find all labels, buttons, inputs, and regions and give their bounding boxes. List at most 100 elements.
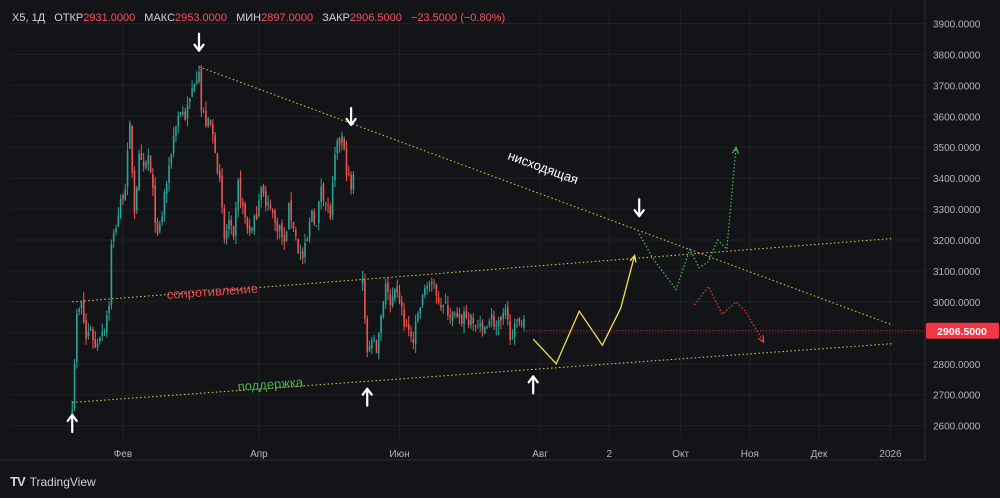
candle-body (221, 175, 223, 208)
candle-body (513, 323, 516, 337)
candle-body (324, 203, 327, 205)
candle-body (223, 208, 226, 240)
price-tick-label: 2600.0000 (933, 422, 981, 433)
candle-body (228, 219, 230, 230)
candle-body (352, 174, 355, 190)
candle-body (99, 337, 101, 342)
open-value: 2931.0000 (83, 12, 136, 24)
candle-body (283, 235, 286, 243)
forecast-path-bull-forecast (638, 147, 737, 291)
candle-body (368, 345, 371, 351)
candle-body (387, 282, 389, 293)
candle-body (343, 138, 346, 149)
candle-body (87, 331, 90, 337)
candle-body (156, 221, 159, 234)
candle-body (76, 313, 78, 363)
candle-body (308, 221, 311, 238)
candle-body (504, 308, 507, 315)
candle-body (490, 314, 493, 320)
candle-body (115, 228, 117, 233)
candle-body (142, 161, 145, 167)
symbol-label[interactable]: X5, 1Д (12, 12, 46, 24)
candle-body (232, 226, 235, 237)
candle-body (108, 305, 110, 313)
candle-body (345, 148, 348, 176)
candle-body (417, 313, 419, 321)
marker-arrow-up-icon (66, 413, 78, 434)
candle-body (186, 104, 189, 118)
last-price-badge (926, 322, 999, 339)
candle-body (318, 201, 320, 224)
last-price-badge-label: 2906.5000 (937, 326, 987, 338)
candle-body (212, 123, 214, 135)
candle-body (401, 301, 403, 307)
candle-body (424, 287, 426, 296)
candle-body (366, 318, 369, 352)
ohlc-header: X5, 1Д ОТКР2931.0000 МАКС2953.0000 МИН28… (12, 12, 505, 24)
candle-body (481, 321, 484, 331)
candle-body (78, 309, 80, 312)
candle-body (384, 284, 387, 304)
candle-body (377, 333, 380, 354)
candle-body (474, 325, 477, 327)
candle-body (327, 205, 329, 207)
candle-body (364, 279, 366, 319)
candle-body (391, 296, 394, 306)
candle-body (507, 307, 509, 320)
candle-body (518, 318, 521, 323)
candle-body (428, 284, 431, 286)
candle-body (246, 218, 249, 229)
time-tick-label: Июн (389, 449, 409, 460)
candle-body (96, 343, 99, 348)
candle-body (465, 311, 468, 319)
price-tick-label: 3600.0000 (933, 112, 981, 123)
forecast-path-yellow-path (532, 255, 636, 365)
candle-body (486, 326, 488, 328)
candle-body (440, 304, 442, 309)
candle-body (253, 215, 256, 232)
price-tick-label: 3800.0000 (933, 50, 981, 61)
candle-body (89, 328, 92, 330)
candle-body (193, 84, 196, 92)
candle-body (168, 165, 170, 184)
candle-body (380, 315, 382, 334)
candle-body (375, 340, 378, 353)
candle-body (493, 315, 495, 327)
candle-body (126, 150, 129, 187)
price-tick-label: 3900.0000 (933, 19, 981, 30)
high-value: 2953.0000 (175, 12, 228, 24)
candle-body (421, 294, 424, 306)
candle-body (311, 210, 313, 222)
candle-body (437, 297, 440, 303)
candle-body (483, 327, 486, 334)
candle-body (191, 88, 193, 97)
candle-body (398, 292, 401, 303)
candle-body (467, 320, 470, 326)
candle-body (338, 138, 341, 146)
tradingview-name: TradingView (29, 474, 96, 489)
candle-body (341, 135, 343, 144)
candle-body (262, 185, 265, 194)
candle-body (101, 331, 103, 337)
tradingview-brand[interactable]: TV TradingView (10, 474, 96, 489)
candle-body (447, 305, 449, 316)
candle-body (470, 315, 472, 325)
candle-body (202, 111, 205, 113)
candle-body (131, 125, 133, 173)
high-label: МАКС (144, 12, 176, 24)
low-label: МИН (236, 12, 262, 24)
candle-body (396, 286, 399, 293)
candle-body (410, 331, 412, 337)
grid-lines (10, 8, 925, 438)
candle-body (301, 250, 304, 259)
candle-body (442, 304, 445, 307)
candle-body (163, 191, 166, 216)
candle-body (516, 319, 518, 321)
candle-body (161, 216, 163, 223)
open-label: ОТКР (54, 12, 84, 24)
candle-body (454, 313, 456, 315)
candle-body (373, 338, 375, 340)
marker-arrow-up-icon (527, 375, 539, 395)
